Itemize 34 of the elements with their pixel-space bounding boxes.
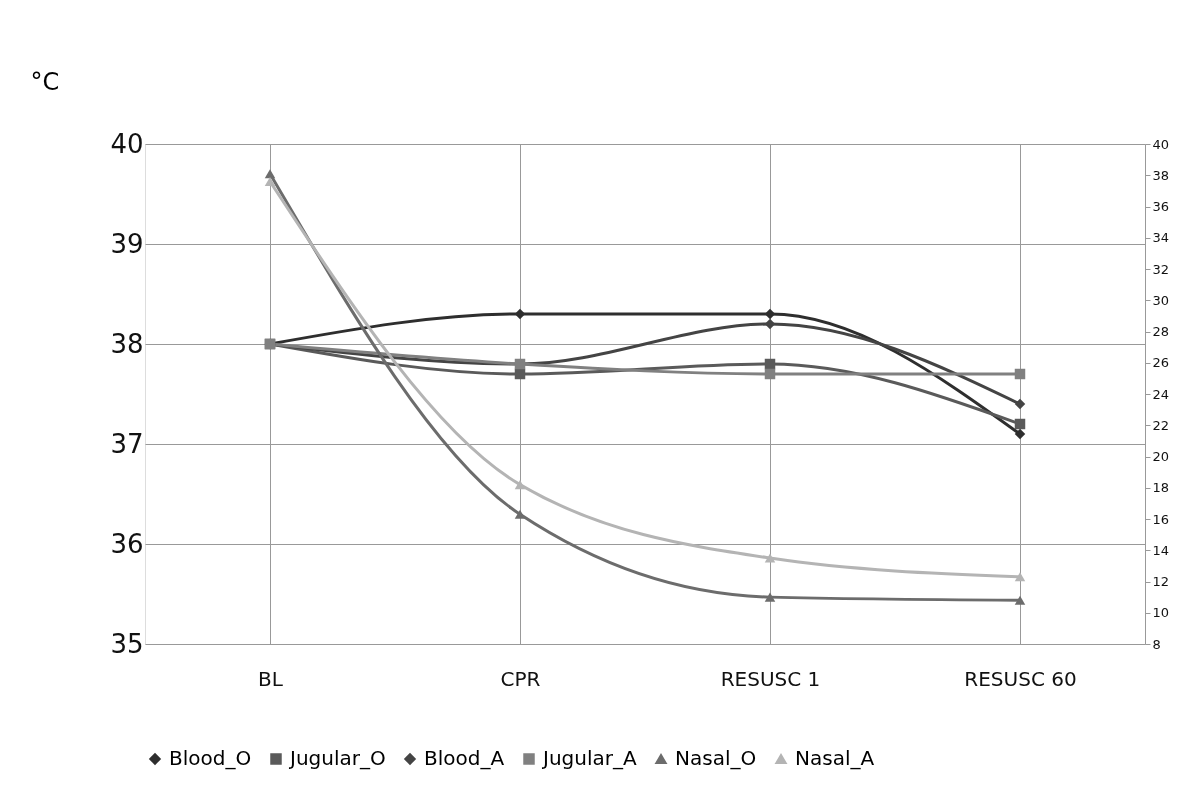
y2-tick-label: 18 bbox=[1152, 480, 1170, 496]
y2-tick-label: 40 bbox=[1152, 136, 1170, 152]
y2-tick-label: 32 bbox=[1152, 261, 1170, 277]
legend-label: Blood_O bbox=[169, 746, 252, 770]
y2-tick-label: 8 bbox=[1152, 636, 1161, 652]
x-tick-label: RESUSC 1 bbox=[720, 666, 821, 691]
x-tick-label: RESUSC 60 bbox=[964, 666, 1077, 691]
x-tick-label: BL bbox=[258, 666, 284, 691]
legend-label: Blood_A bbox=[424, 746, 505, 770]
y2-tick-label: 22 bbox=[1152, 417, 1170, 433]
y-tick-label: 35 bbox=[110, 628, 144, 659]
y2-tick-label: 14 bbox=[1152, 542, 1170, 558]
x-tick-label: CPR bbox=[500, 666, 541, 691]
y-tick-label: 38 bbox=[110, 328, 144, 359]
y2-tick-label: 24 bbox=[1152, 386, 1170, 402]
legend-label: Nasal_O bbox=[675, 746, 757, 770]
y-tick-label: 37 bbox=[110, 428, 144, 459]
y-tick-label: 39 bbox=[110, 228, 144, 259]
legend-label: Nasal_A bbox=[795, 746, 875, 770]
y2-tick-label: 10 bbox=[1152, 605, 1170, 621]
y2-tick-label: 34 bbox=[1152, 230, 1170, 246]
y-tick-label: 36 bbox=[110, 528, 144, 559]
y-tick-label: 40 bbox=[110, 128, 144, 159]
y2-tick-label: 36 bbox=[1152, 199, 1170, 214]
y2-tick-label: 38 bbox=[1152, 167, 1170, 183]
y2-tick-label: 12 bbox=[1152, 574, 1170, 589]
y2-tick-label: 20 bbox=[1152, 449, 1170, 464]
y-axis-title: °C bbox=[30, 67, 60, 96]
y2-tick-label: 16 bbox=[1152, 511, 1170, 527]
y2-tick-label: 28 bbox=[1152, 324, 1170, 339]
legend-label: Jugular_O bbox=[288, 746, 386, 770]
y2-tick-label: 30 bbox=[1152, 292, 1170, 308]
legend-label: Jugular_A bbox=[541, 746, 637, 770]
y2-tick-label: 26 bbox=[1152, 355, 1170, 371]
